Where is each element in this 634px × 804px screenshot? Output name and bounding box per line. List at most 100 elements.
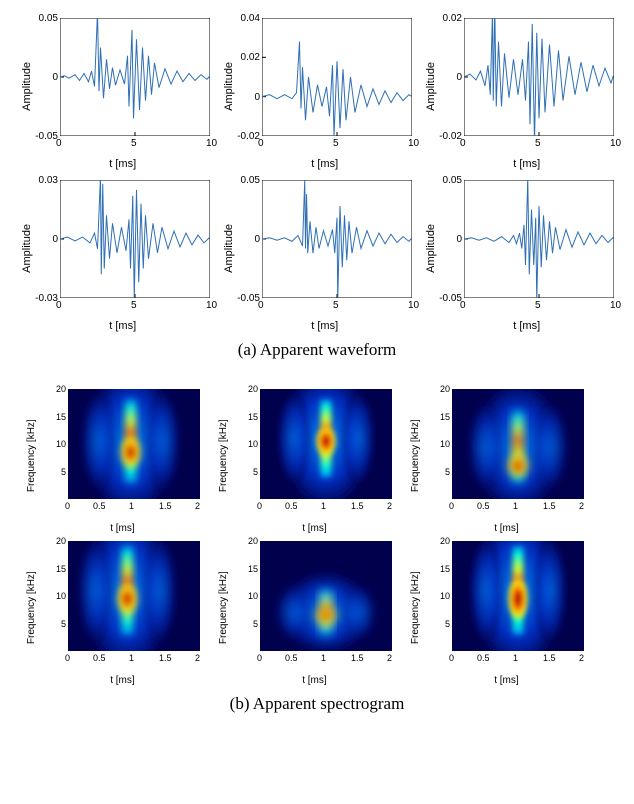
x-tick-label: 1	[513, 501, 518, 511]
caption-a: (a) Apparent waveform	[20, 340, 614, 360]
x-axis-label: t [ms]	[494, 675, 518, 686]
x-tick-label: 2	[387, 501, 392, 511]
x-tick-label: 0.5	[93, 501, 106, 511]
x-tick-label: 1	[129, 501, 134, 511]
y-tick-label: 20	[434, 536, 450, 546]
y-tick-label: -0.05	[224, 293, 260, 304]
y-tick-label: 20	[50, 536, 66, 546]
x-axis-label: t [ms]	[494, 523, 518, 534]
y-tick-label: 15	[50, 412, 66, 422]
x-tick-label: 0.5	[477, 653, 490, 663]
y-tick-label: 0	[426, 72, 462, 83]
x-axis-label: t [ms]	[302, 675, 326, 686]
x-axis-label: t [ms]	[302, 523, 326, 534]
x-tick-label: 0.5	[285, 501, 298, 511]
y-tick-label: 0.04	[224, 13, 260, 24]
x-tick-label: 1.5	[351, 501, 364, 511]
y-tick-label: 15	[434, 564, 450, 574]
y-axis-label: Frequency [kHz]	[410, 419, 421, 492]
y-axis-label: Amplitude	[21, 62, 33, 111]
x-axis-label: t [ms]	[109, 320, 136, 332]
x-tick-label: 0	[449, 653, 454, 663]
x-tick-label: 0	[65, 501, 70, 511]
y-tick-label: 15	[242, 564, 258, 574]
y-tick-label: -0.05	[22, 131, 58, 142]
x-tick-label: 2	[387, 653, 392, 663]
y-tick-label: 0	[22, 234, 58, 245]
y-tick-label: 15	[434, 412, 450, 422]
y-tick-label: 10	[50, 439, 66, 449]
y-tick-label: -0.03	[22, 293, 58, 304]
y-tick-label: -0.02	[426, 131, 462, 142]
y-axis-label: Frequency [kHz]	[218, 571, 229, 644]
x-tick-label: 2	[195, 653, 200, 663]
x-tick-label: 0	[449, 501, 454, 511]
y-axis-label: Amplitude	[425, 62, 437, 111]
x-tick-label: 0.5	[477, 501, 490, 511]
x-tick-label: 10	[610, 300, 621, 311]
spectrogram-panel: Frequency [kHz]t [ms]00.511.525101520	[30, 384, 210, 534]
x-axis-label: t [ms]	[110, 675, 134, 686]
spectrogram-panel: Frequency [kHz]t [ms]00.511.525101520	[414, 536, 594, 686]
x-axis-label: t [ms]	[109, 158, 136, 170]
y-tick-label: 5	[50, 619, 66, 629]
y-tick-label: 0.05	[426, 175, 462, 186]
y-tick-label: 0	[224, 92, 260, 103]
x-axis-label: t [ms]	[513, 320, 540, 332]
x-tick-label: 0	[65, 653, 70, 663]
y-axis-label: Frequency [kHz]	[218, 419, 229, 492]
x-tick-label: 1	[129, 653, 134, 663]
y-tick-label: 10	[242, 591, 258, 601]
x-tick-label: 1.5	[543, 653, 556, 663]
y-tick-label: 20	[434, 384, 450, 394]
y-axis-label: Amplitude	[21, 224, 33, 273]
x-tick-label: 2	[195, 501, 200, 511]
x-axis-label: t [ms]	[311, 158, 338, 170]
y-tick-label: 0	[224, 234, 260, 245]
spectrogram-panel: Frequency [kHz]t [ms]00.511.525101520	[222, 536, 402, 686]
y-axis-label: Amplitude	[223, 62, 235, 111]
y-tick-label: 10	[434, 439, 450, 449]
waveform-panel: Amplitudet [ms]0510-0.0500.05	[424, 172, 624, 332]
y-tick-label: 5	[50, 467, 66, 477]
waveform-panel: Amplitudet [ms]0510-0.0500.05	[20, 10, 220, 170]
x-axis-label: t [ms]	[513, 158, 540, 170]
x-tick-label: 10	[408, 300, 419, 311]
x-tick-label: 5	[535, 300, 541, 311]
x-tick-label: 5	[333, 300, 339, 311]
y-tick-label: 5	[434, 467, 450, 477]
y-tick-label: 5	[434, 619, 450, 629]
y-tick-label: -0.05	[426, 293, 462, 304]
y-axis-label: Amplitude	[223, 224, 235, 273]
y-tick-label: 0.03	[22, 175, 58, 186]
x-tick-label: 1.5	[351, 653, 364, 663]
y-axis-label: Frequency [kHz]	[410, 571, 421, 644]
x-tick-label: 0	[257, 653, 262, 663]
x-tick-label: 1	[513, 653, 518, 663]
x-tick-label: 1.5	[543, 501, 556, 511]
y-axis-label: Frequency [kHz]	[26, 419, 37, 492]
y-tick-label: 0.05	[22, 13, 58, 24]
x-tick-label: 0.5	[93, 653, 106, 663]
x-tick-label: 1.5	[159, 501, 172, 511]
x-tick-label: 0	[257, 501, 262, 511]
y-axis-label: Frequency [kHz]	[26, 571, 37, 644]
y-tick-label: 10	[434, 591, 450, 601]
x-tick-label: 2	[579, 653, 584, 663]
x-tick-label: 1	[321, 501, 326, 511]
x-tick-label: 5	[131, 138, 137, 149]
waveform-panel: Amplitudet [ms]0510-0.0500.05	[222, 172, 422, 332]
waveform-panel: Amplitudet [ms]0510-0.0300.03	[20, 172, 220, 332]
x-tick-label: 5	[535, 138, 541, 149]
y-tick-label: 0	[426, 234, 462, 245]
y-axis-label: Amplitude	[425, 224, 437, 273]
y-tick-label: 10	[50, 591, 66, 601]
spectrogram-grid: Frequency [kHz]t [ms]00.511.525101520Fre…	[30, 384, 604, 686]
y-tick-label: 0.05	[224, 175, 260, 186]
spectrogram-panel: Frequency [kHz]t [ms]00.511.525101520	[222, 384, 402, 534]
y-tick-label: 20	[50, 384, 66, 394]
waveform-panel: Amplitudet [ms]0510-0.0200.02	[424, 10, 624, 170]
y-tick-label: 5	[242, 467, 258, 477]
y-tick-label: 0	[22, 72, 58, 83]
x-tick-label: 0.5	[285, 653, 298, 663]
